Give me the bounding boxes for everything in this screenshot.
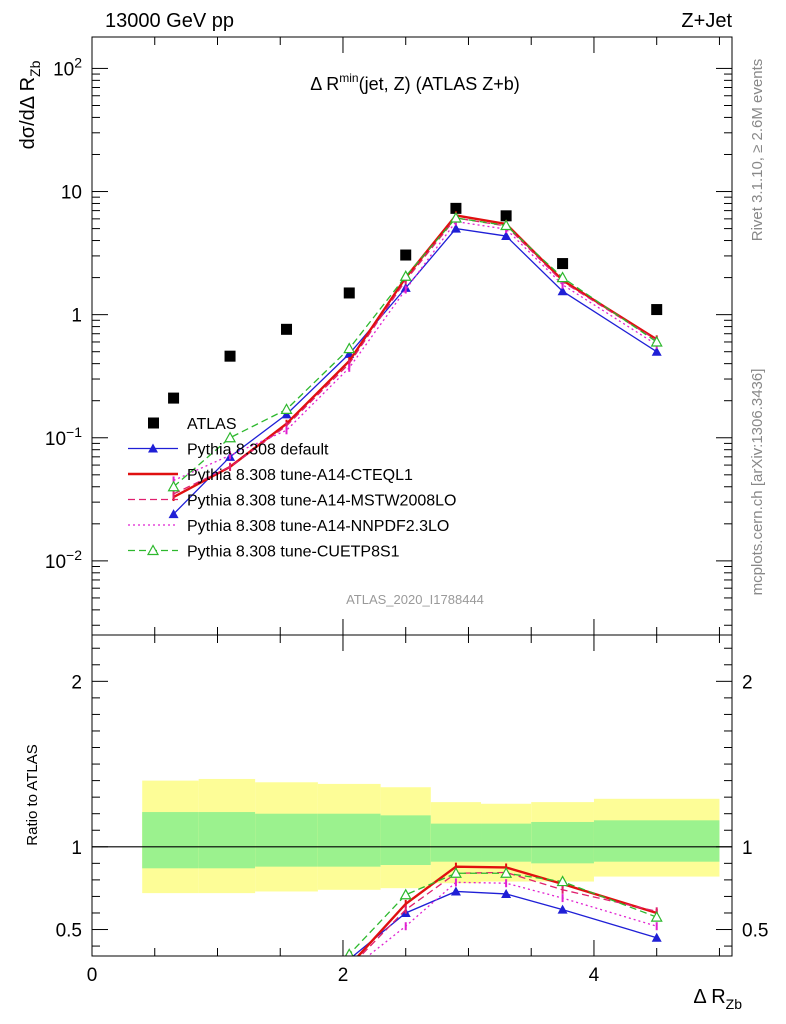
ratio-axis-ticks: 0.5 0.5 1 1 2 2 0 2 4 xyxy=(56,635,768,986)
ratio-marker xyxy=(399,888,412,900)
series-marker xyxy=(343,342,356,354)
ratio-y-tick-label-right: 0.5 xyxy=(742,921,768,942)
legend-label: Pythia 8.308 tune-A14-CTEQL1 xyxy=(187,467,413,484)
ratio-marker xyxy=(449,867,462,878)
series-line xyxy=(173,220,658,482)
data-point-marker xyxy=(168,392,180,404)
uncertainty-band-inner xyxy=(142,812,199,869)
x-axis-label: Δ RZb xyxy=(693,986,742,1012)
series-marker xyxy=(168,509,179,519)
series-marker xyxy=(167,480,180,492)
main-y-tick-label: 10−2 xyxy=(45,547,82,573)
series-line xyxy=(173,217,658,488)
series-marker xyxy=(557,286,568,296)
data-point-marker xyxy=(343,287,355,299)
legend: ATLAS Pythia 8.308 default Pythia 8.308 tu… xyxy=(128,416,456,561)
ratio-panel: 0.5 0.5 1 1 2 2 0 2 4 Ratio to ATLAS Δ RZb xyxy=(24,634,768,1012)
main-series-layer xyxy=(167,202,663,519)
legend-marker xyxy=(148,417,159,429)
legend-entry-4: Pythia 8.308 tune-A14-NNPDF2.3LO xyxy=(128,518,449,535)
ratio-series-line xyxy=(352,890,657,956)
uncertainty-band-inner xyxy=(531,821,594,864)
main-y-tick-label: 1 xyxy=(71,306,82,327)
data-point-marker xyxy=(281,323,293,335)
ratio-y-tick-label-right: 2 xyxy=(742,672,753,693)
main-series-5 xyxy=(167,211,663,492)
ratio-y-tick-label: 2 xyxy=(71,672,82,693)
series-marker xyxy=(501,231,512,241)
ratio-series-layer xyxy=(342,862,663,956)
legend-entry-5: Pythia 8.308 tune-CUETP8S1 xyxy=(128,544,400,561)
x-tick-label: 4 xyxy=(589,965,600,986)
ratio-series-clip-group xyxy=(342,862,663,956)
legend-entry-2: Pythia 8.308 tune-A14-CTEQL1 xyxy=(128,467,413,484)
main-y-tick-label: 10 xyxy=(61,183,82,204)
legend-label: Pythia 8.308 tune-CUETP8S1 xyxy=(187,544,400,561)
ratio-marker xyxy=(500,867,513,878)
legend-marker xyxy=(146,544,160,556)
process-label: Z+Jet xyxy=(681,10,732,32)
data-point-marker xyxy=(557,258,569,270)
ratio-marker xyxy=(650,910,663,922)
analysis-id-label: ATLAS_2020_I1788444 xyxy=(346,592,484,607)
ratio-series-3 xyxy=(367,878,658,956)
legend-marker xyxy=(148,443,158,453)
ratio-series-4 xyxy=(342,867,663,956)
uncertainty-band-inner xyxy=(317,813,381,867)
uncertainty-band-inner xyxy=(198,812,256,869)
series-marker xyxy=(450,223,461,233)
main-panel: 10−2 10−1 1 10 102 Δ Rmin(jet, Z) (ATLAS Z+b… xyxy=(17,36,733,636)
main-y-tick-label: 102 xyxy=(53,54,82,80)
energy-label: 13000 GeV pp xyxy=(105,10,234,32)
main-title: Δ Rmin(jet, Z) (ATLAS Z+b) xyxy=(310,71,520,94)
uncertainty-band-inner xyxy=(593,820,720,862)
data-point-marker xyxy=(224,350,236,362)
ratio-marker xyxy=(557,904,568,914)
series-marker xyxy=(651,346,662,356)
series-marker xyxy=(399,270,412,281)
uncertainty-band-inner xyxy=(430,823,482,862)
ratio-marker xyxy=(556,875,569,887)
legend-entry-0: ATLAS xyxy=(148,416,237,433)
ratio-frame xyxy=(91,634,733,957)
main-axis-ticks: 10−2 10−1 1 10 102 xyxy=(45,37,732,635)
ratio-y-tick-label-right: 1 xyxy=(742,838,753,859)
x-tick-label: 0 xyxy=(87,965,98,986)
series-marker xyxy=(449,211,462,223)
ratio-marker xyxy=(344,948,354,956)
legend-label: Pythia 8.308 tune-A14-MSTW2008LO xyxy=(187,493,456,510)
series-marker xyxy=(650,335,663,347)
series-marker xyxy=(280,403,293,414)
legend-entry-3: Pythia 8.308 tune-A14-MSTW2008LO xyxy=(128,493,456,510)
main-y-axis-label: dσ/dΔ RZb xyxy=(17,60,43,149)
rivet-version-label: Rivet 3.1.10, ≥ 2.6M events xyxy=(749,59,766,242)
data-point-marker xyxy=(500,210,512,222)
legend-label: Pythia 8.308 tune-A14-NNPDF2.3LO xyxy=(187,518,449,535)
ratio-marker xyxy=(450,886,461,896)
main-series-0 xyxy=(168,202,663,404)
ratio-y-tick-label: 1 xyxy=(71,838,82,859)
ratio-marker xyxy=(501,888,512,898)
uncertainty-band-inner xyxy=(481,823,532,862)
ratio-y-tick-label: 0.5 xyxy=(56,921,82,942)
x-tick-label: 2 xyxy=(338,965,349,986)
series-marker xyxy=(556,271,569,283)
uncertainty-band-inner xyxy=(380,815,431,865)
ratio-uncertainty-bands xyxy=(92,778,732,894)
series-marker xyxy=(224,431,237,443)
mcplots-label: mcplots.cern.ch [arXiv:1306.3436] xyxy=(749,369,766,596)
data-point-marker xyxy=(450,202,462,214)
ratio-marker xyxy=(651,932,662,942)
data-point-marker xyxy=(400,249,412,261)
data-point-marker xyxy=(651,304,663,316)
ratio-y-axis-label: Ratio to ATLAS xyxy=(24,744,41,845)
legend-entry-1: Pythia 8.308 default xyxy=(128,442,329,459)
legend-label: ATLAS xyxy=(187,416,237,433)
legend-label: Pythia 8.308 default xyxy=(187,442,329,459)
uncertainty-band-inner xyxy=(255,813,318,867)
series-marker xyxy=(500,219,513,231)
main-y-tick-label: 10−1 xyxy=(45,424,82,450)
